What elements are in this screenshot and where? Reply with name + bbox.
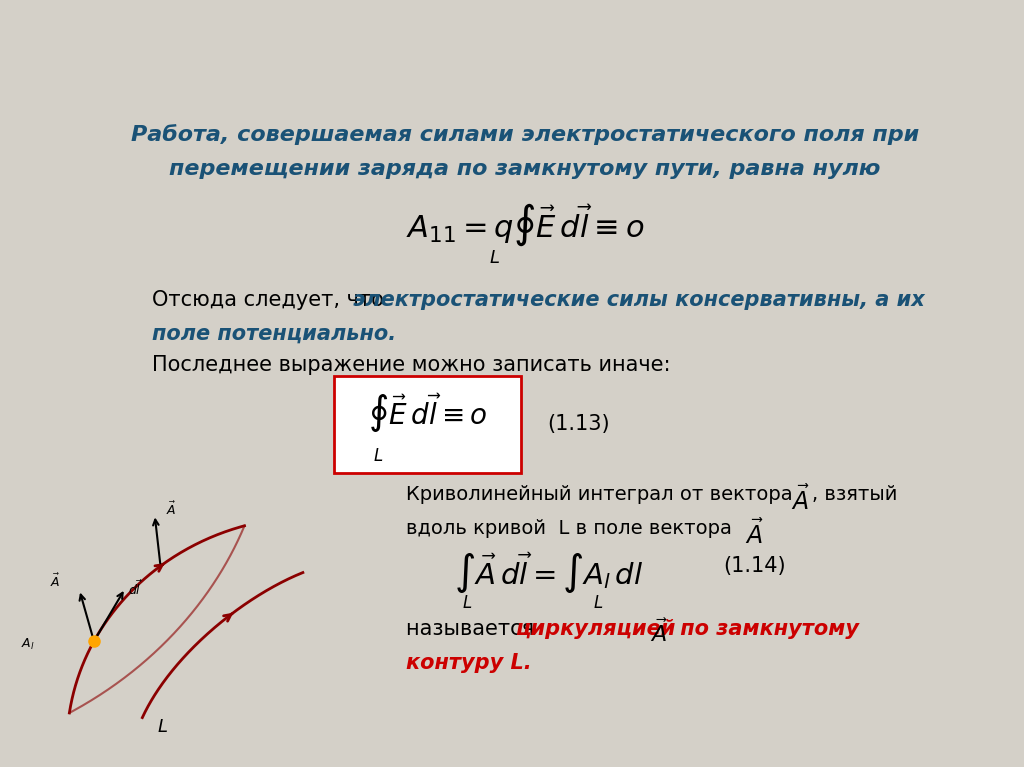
Text: (1.13): (1.13)	[547, 414, 609, 434]
Text: $\vec{A}$: $\vec{A}$	[650, 619, 668, 646]
Text: $A_l$: $A_l$	[20, 637, 35, 652]
Text: $\vec{A}$: $\vec{A}$	[50, 573, 60, 591]
Text: $L$: $L$	[489, 249, 500, 267]
Text: $\int \vec{A}\,d\vec{l} = \int A_l\, dl$: $\int \vec{A}\,d\vec{l} = \int A_l\, dl$	[454, 550, 643, 594]
Text: $\vec{A}$: $\vec{A}$	[791, 485, 809, 515]
Text: $\vec{A}$: $\vec{A}$	[745, 519, 764, 548]
Text: контуру L.: контуру L.	[406, 653, 531, 673]
Text: Отсюда следует, что: Отсюда следует, что	[152, 290, 390, 310]
Text: $\vec{A}$: $\vec{A}$	[166, 500, 177, 518]
Text: $L$: $L$	[373, 447, 383, 466]
Text: перемещении заряда по замкнутому пути, равна нулю: перемещении заряда по замкнутому пути, р…	[169, 159, 881, 179]
Text: Последнее выражение можно записать иначе:: Последнее выражение можно записать иначе…	[152, 355, 671, 375]
Text: $L$: $L$	[593, 594, 603, 612]
Text: $d\vec{l}$: $d\vec{l}$	[128, 580, 143, 598]
Text: $A_{11} = q \oint \vec{E}\, d\vec{l} \equiv o$: $A_{11} = q \oint \vec{E}\, d\vec{l} \eq…	[406, 201, 644, 248]
Text: поле потенциально.: поле потенциально.	[152, 324, 396, 344]
Text: (1.14): (1.14)	[723, 555, 785, 576]
Text: $L$: $L$	[157, 718, 168, 736]
Text: , взятый: , взятый	[812, 485, 897, 504]
Text: Криволинейный интеграл от вектора: Криволинейный интеграл от вектора	[406, 485, 793, 504]
Text: $L$: $L$	[462, 594, 472, 612]
Text: электростатические силы консервативны, а их: электростатические силы консервативны, а…	[352, 290, 925, 310]
Text: по замкнутому: по замкнутому	[673, 619, 859, 639]
Text: называется: называется	[406, 619, 541, 639]
Text: Работа, совершаемая силами электростатического поля при: Работа, совершаемая силами электростатич…	[131, 124, 919, 146]
Text: $\oint \vec{E}\, d\vec{l} \equiv o$: $\oint \vec{E}\, d\vec{l} \equiv o$	[368, 392, 487, 435]
FancyBboxPatch shape	[334, 376, 521, 473]
Text: вдоль кривой  L в поле вектора: вдоль кривой L в поле вектора	[406, 519, 731, 538]
Text: циркуляцией: циркуляцией	[515, 619, 676, 639]
